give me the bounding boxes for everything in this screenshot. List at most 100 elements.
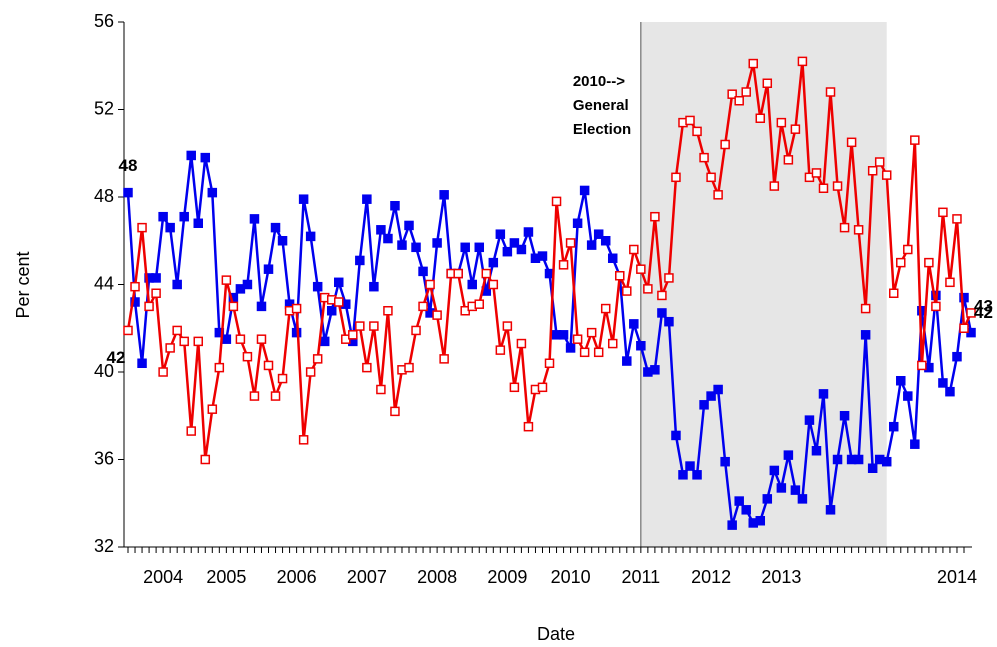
marker [917, 360, 927, 371]
marker [270, 391, 281, 401]
marker [853, 225, 864, 235]
marker [516, 244, 527, 255]
marker [853, 454, 864, 465]
marker [952, 214, 962, 224]
marker [762, 494, 773, 504]
marker [818, 389, 829, 399]
marker [727, 89, 737, 99]
marker [903, 244, 913, 255]
marker [270, 222, 281, 233]
marker [769, 181, 780, 191]
marker [537, 251, 548, 261]
marker [137, 222, 147, 233]
marker [263, 360, 274, 371]
marker [551, 196, 562, 207]
marker [537, 382, 548, 393]
marker [298, 194, 309, 204]
y-tick-label: 52 [94, 98, 114, 118]
marker [896, 257, 906, 268]
y-tick-label: 36 [94, 448, 114, 468]
marker [797, 56, 808, 67]
marker [158, 211, 168, 222]
marker [256, 334, 267, 344]
marker [467, 279, 477, 290]
marker [797, 494, 808, 504]
marker [811, 446, 822, 456]
marker [741, 505, 751, 515]
marker [165, 343, 175, 353]
marker [312, 354, 323, 364]
marker [720, 456, 730, 467]
y-tick-label: 44 [94, 273, 114, 293]
marker [277, 236, 288, 246]
marker [523, 421, 534, 432]
end-label: 43 [974, 297, 993, 316]
marker [362, 362, 372, 373]
marker [790, 485, 801, 495]
marker [593, 229, 604, 239]
marker [713, 384, 723, 395]
marker [432, 238, 442, 248]
start-label: 42 [107, 348, 126, 367]
marker [650, 365, 660, 375]
marker [938, 378, 948, 388]
marker [931, 301, 941, 312]
marker [404, 362, 414, 373]
marker [235, 334, 246, 344]
y-tick-label: 48 [94, 186, 114, 206]
marker [657, 308, 667, 318]
shaded-period [640, 22, 887, 547]
marker [355, 321, 365, 331]
marker [186, 150, 196, 161]
marker [671, 430, 681, 441]
annotation: Election [573, 121, 631, 138]
marker [502, 246, 513, 257]
marker [151, 273, 161, 283]
marker [685, 115, 695, 126]
marker [221, 275, 232, 285]
marker [207, 404, 218, 414]
y-tick-label: 40 [94, 361, 114, 381]
marker [179, 211, 189, 222]
marker [495, 229, 506, 239]
marker [720, 139, 730, 150]
marker [600, 236, 611, 246]
marker [685, 461, 695, 471]
marker [369, 281, 379, 292]
marker [783, 450, 794, 460]
marker [572, 334, 583, 344]
x-tick-label: 2012 [691, 567, 731, 587]
end-label: 42 [974, 303, 993, 322]
x-tick-label: 2010 [551, 567, 591, 587]
marker [411, 325, 421, 336]
marker [172, 325, 182, 336]
marker [959, 292, 969, 303]
marker [622, 286, 632, 296]
x-tick-label: 2014 [937, 567, 977, 587]
marker [130, 281, 140, 292]
marker [151, 288, 161, 298]
marker [776, 483, 787, 493]
marker [959, 323, 969, 333]
marker [319, 336, 330, 347]
marker [579, 347, 590, 358]
marker [312, 281, 323, 292]
marker [952, 351, 962, 362]
marker [544, 358, 555, 368]
marker [439, 190, 449, 200]
marker [734, 96, 744, 106]
annotation: 2010--> [573, 73, 625, 90]
marker [586, 240, 597, 250]
marker [748, 58, 758, 69]
marker [439, 354, 449, 364]
marker [643, 284, 653, 294]
marker [678, 470, 688, 480]
x-axis-label: Date [537, 624, 575, 644]
marker [214, 362, 225, 373]
marker [593, 347, 604, 358]
marker [565, 238, 576, 248]
marker [383, 306, 393, 316]
marker [832, 454, 843, 465]
x-tick-label: 2004 [143, 567, 183, 587]
marker [200, 454, 211, 465]
